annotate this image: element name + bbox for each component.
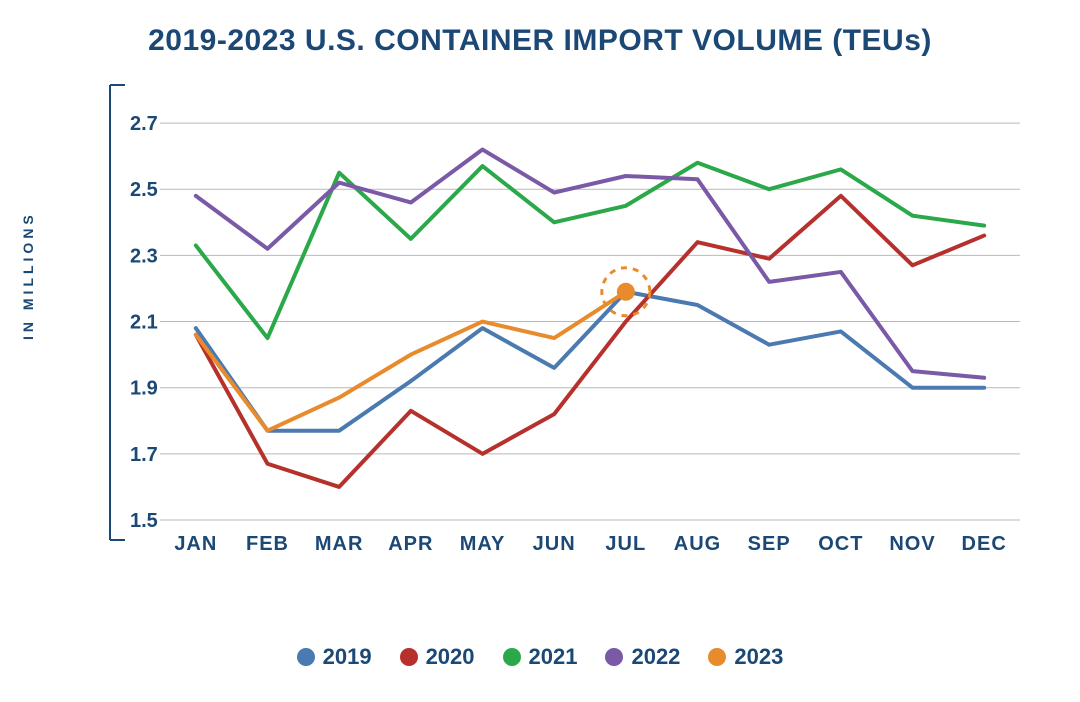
- legend-dot-icon: [297, 648, 315, 666]
- svg-text:AUG: AUG: [674, 533, 721, 555]
- svg-text:JUN: JUN: [533, 533, 576, 555]
- svg-text:2.1: 2.1: [130, 312, 158, 334]
- svg-text:MAY: MAY: [460, 533, 506, 555]
- svg-text:SEP: SEP: [748, 533, 791, 555]
- svg-text:DEC: DEC: [962, 533, 1007, 555]
- series-2020: [196, 196, 984, 487]
- svg-text:1.5: 1.5: [130, 510, 158, 532]
- svg-text:2.3: 2.3: [130, 245, 158, 267]
- svg-text:1.9: 1.9: [130, 378, 158, 400]
- highlight-dot: [617, 283, 635, 301]
- chart-plot: JAN FEB MAR APR MAY JUN JUL AUG SEP OCT NOV DEC 1.5…: [90, 80, 1040, 580]
- legend-dot-icon: [605, 648, 623, 666]
- legend-dot-icon: [708, 648, 726, 666]
- svg-text:OCT: OCT: [818, 533, 863, 555]
- svg-text:MAR: MAR: [315, 533, 364, 555]
- svg-text:1.7: 1.7: [130, 444, 158, 466]
- legend-label: 2019: [323, 644, 372, 670]
- legend-label: 2020: [426, 644, 475, 670]
- legend-label: 2022: [631, 644, 680, 670]
- svg-text:NOV: NOV: [889, 533, 935, 555]
- svg-text:2.7: 2.7: [130, 113, 158, 135]
- legend-dot-icon: [503, 648, 521, 666]
- legend-label: 2023: [734, 644, 783, 670]
- chart-container: 2019-2023 U.S. CONTAINER IMPORT VOLUME (…: [0, 0, 1080, 702]
- svg-text:JUL: JUL: [605, 533, 646, 555]
- y-axis-title: IN MILLIONS: [20, 211, 36, 340]
- legend-item-2021: 2021: [503, 644, 578, 670]
- chart-title: 2019-2023 U.S. CONTAINER IMPORT VOLUME (…: [0, 24, 1080, 58]
- legend-item-2020: 2020: [400, 644, 475, 670]
- svg-text:FEB: FEB: [246, 533, 289, 555]
- chart-legend: 2019 2020 2021 2022 2023: [0, 644, 1080, 672]
- legend-dot-icon: [400, 648, 418, 666]
- svg-text:2.5: 2.5: [130, 179, 158, 201]
- legend-item-2023: 2023: [708, 644, 783, 670]
- legend-item-2019: 2019: [297, 644, 372, 670]
- legend-label: 2021: [529, 644, 578, 670]
- legend-item-2022: 2022: [605, 644, 680, 670]
- svg-text:JAN: JAN: [174, 533, 217, 555]
- svg-text:APR: APR: [388, 533, 433, 555]
